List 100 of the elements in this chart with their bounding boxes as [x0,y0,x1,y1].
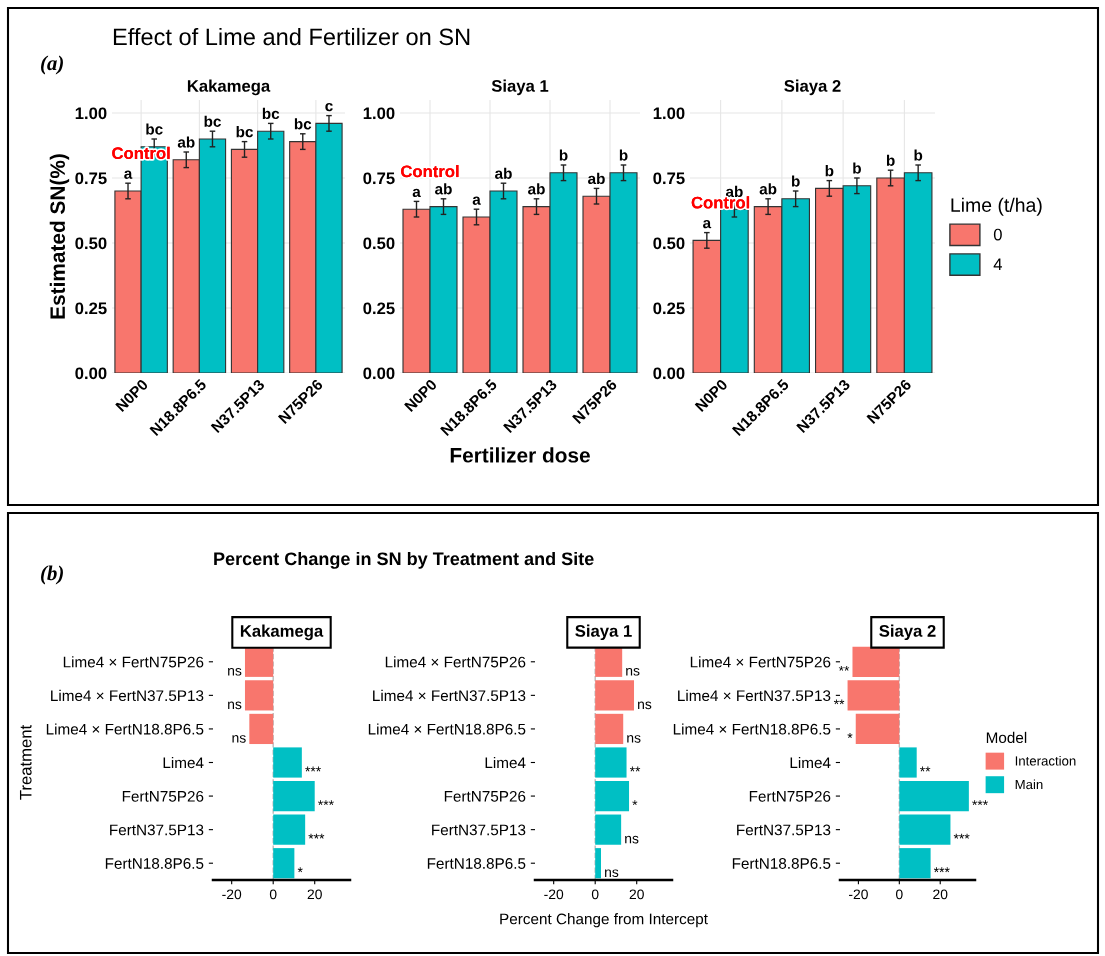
data-label: *** [953,833,970,839]
x-tick-label: 20 [307,889,322,900]
data-label: *** [305,766,321,772]
y-tick-label: FertN18.8P6.5 [105,858,204,869]
y-tick-label: 0.00 [75,367,107,380]
x-tick-label: -20 [848,889,868,900]
bar [899,780,969,812]
chart-subtitle: Kakamega [187,79,271,96]
data-label: ab [177,136,195,148]
data-label: ns [627,735,641,743]
data-label: *** [933,867,950,873]
chart-subtitle: Siaya 1 [491,79,549,96]
data-label: bc [294,118,312,130]
x-tick-label: 20 [629,889,644,900]
bar [855,713,900,745]
y-tick-label: Lime4 [163,756,204,769]
chart-subtitle: Siaya 1 [575,624,632,641]
bar [847,680,900,711]
x-axis-title: Percent Change from Intercept [500,913,708,928]
data-label: a [703,219,712,229]
y-tick-label: Lime4 × FertN37.5P13 [51,689,204,702]
bar [244,680,274,711]
data-label: a [412,188,421,198]
text: (a) [41,55,63,75]
data-label: ** [838,665,850,671]
data-label: b [559,149,568,161]
x-tick-label: 0 [591,889,599,900]
bar [595,713,624,745]
data-label: * [632,800,638,806]
y-tick-label: Lime4 × FertN75P26 [385,656,526,668]
bar [273,848,295,879]
y-tick-label: Lime4 × FertN37.5P13 [678,689,831,702]
data-label: ab [725,185,743,198]
x-tick-label: 0 [896,889,903,900]
chart-title: Effect of Lime and Fertilizer on SN [113,27,470,46]
y-tick-label: 1.00 [363,107,395,120]
y-tick-label: FertN18.8P6.5 [732,858,831,869]
data-label: ** [629,766,641,772]
bar [595,780,630,812]
y-tick-label: 0.25 [653,302,685,315]
bar [595,848,602,879]
bar [273,747,302,778]
data-label: ab [588,172,605,185]
legend-label: 4 [993,258,1003,271]
bar [899,814,951,845]
annotation: Control [401,165,459,178]
data-label: b [619,149,628,161]
data-label: ab [759,183,777,195]
x-tick-label: -20 [544,889,564,900]
y-tick-label: Lime4 × FertN18.8P6.5 [673,723,831,735]
data-label: ab [435,183,452,195]
data-label: bc [204,115,221,127]
y-tick-label: 1.00 [75,107,107,120]
data-label: b [914,149,923,161]
x-tick-label: -20 [222,889,242,900]
data-label: * [297,867,303,873]
data-label: ns [232,735,246,743]
y-tick-label: FertN37.5P13 [110,824,204,836]
y-tick-label: Lime4 × FertN18.8P6.5 [46,723,204,735]
legend-label: 0 [993,228,1002,241]
y-tick-label: FertN37.5P13 [737,824,831,836]
y-tick-label: 1.00 [653,107,685,120]
bar [595,680,635,711]
y-tick-label: 0.25 [363,302,395,315]
data-label: *** [308,833,325,839]
y-tick-label: FertN75P26 [444,790,526,802]
legend-title: Lime (t/ha) [951,197,1042,216]
bar [273,814,306,845]
y-axis-title: Estimated SN(%) [49,154,70,319]
data-label: ns [605,869,619,878]
x-tick-label: 20 [933,889,948,900]
text: Percent Change in SN by Treatment and Site [214,551,594,569]
data-label: *** [972,800,988,806]
data-label: bc [146,123,163,135]
y-tick-label: FertN75P26 [749,790,831,802]
bar [899,747,917,778]
y-tick-label: Lime4 × FertN37.5P13 [373,689,526,702]
y-tick-label: 0.75 [363,172,395,185]
data-label: *** [318,800,334,806]
text: (b) [41,565,63,585]
data-label: b [853,162,861,174]
bar [249,713,274,745]
bar [899,848,931,879]
data-label: c [325,102,333,112]
x-axis-title: Fertilizer dose [450,447,590,463]
y-tick-label: 0.75 [75,172,107,185]
data-label: ns [625,835,639,844]
data-label: ** [833,699,845,705]
y-tick-label: FertN75P26 [122,790,204,802]
data-label: a [472,196,481,205]
y-tick-label: Lime4 [790,756,831,769]
y-tick-label: 0.00 [363,367,395,380]
y-axis-title: Treatment [19,724,32,800]
data-label: ** [920,766,931,772]
data-label: ns [228,667,242,676]
y-tick-label: Lime4 [485,756,526,769]
data-label: bc [236,126,253,138]
y-tick-label: 0.50 [653,237,685,250]
annotation: Control [691,196,750,209]
y-tick-label: FertN18.8P6.5 [427,858,526,869]
